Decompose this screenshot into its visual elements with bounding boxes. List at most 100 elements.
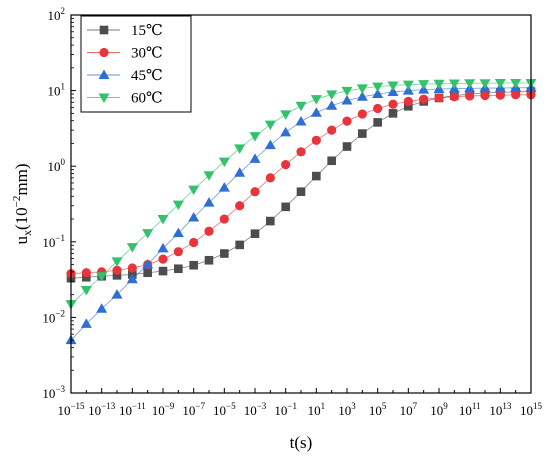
data-point (356, 91, 368, 101)
data-point (218, 157, 230, 168)
data-point (495, 90, 505, 100)
data-point (387, 86, 399, 96)
y-axis-title-sub: x (20, 230, 34, 236)
legend-swatch-marker (98, 69, 110, 79)
data-point (310, 95, 322, 105)
data-point (218, 182, 230, 192)
x-tick-label: 101 (308, 401, 326, 418)
y-tick-label: 10−3 (42, 384, 65, 401)
x-tick-base: 10 (459, 403, 472, 418)
data-point (511, 90, 521, 100)
y-tick-label: 10−2 (42, 308, 65, 325)
data-point (265, 173, 275, 183)
x-tick-label: 10−9 (152, 401, 175, 418)
x-tick-base: 10 (338, 403, 351, 418)
x-tick-exp: 11 (472, 401, 481, 411)
data-point (341, 86, 353, 97)
data-point (157, 242, 169, 253)
x-tick-base: 10 (430, 403, 443, 418)
data-point (404, 101, 413, 111)
data-point (295, 101, 307, 112)
data-point (264, 120, 276, 131)
legend-label: 45℃ (131, 68, 163, 84)
x-tick-exp: 13 (502, 401, 512, 411)
x-tick-base: 10 (520, 403, 533, 418)
y-tick-base: 10 (42, 386, 55, 401)
data-point (311, 135, 321, 145)
y-tick-exp: 1 (61, 82, 66, 92)
data-point (203, 171, 215, 181)
data-point (250, 187, 260, 197)
legend-label: 30℃ (131, 46, 163, 62)
data-point (112, 265, 122, 275)
y-tick-base: 10 (42, 235, 55, 250)
data-point (126, 273, 138, 284)
y-axis-title-unit-sup: −2 (11, 196, 23, 208)
x-tick-base: 10 (369, 403, 382, 418)
data-point (280, 126, 292, 137)
x-tick-exp: −13 (101, 401, 116, 411)
data-point (234, 167, 246, 177)
x-tick-base: 10 (182, 403, 195, 418)
x-axis: 10−15 10−13 10−11 10−9 10−7 10−5 10−3 10−1 101 10… (57, 388, 543, 418)
x-tick-exp: −15 (70, 401, 85, 411)
x-tick-label: 1011 (459, 401, 481, 418)
data-point (448, 79, 460, 90)
y-tick-label: 10−1 (42, 233, 65, 250)
y-axis-title-unit: (10 (12, 207, 31, 230)
data-point (372, 88, 384, 99)
x-tick-base: 10 (213, 403, 226, 418)
y-axis-title-main: u (12, 236, 31, 245)
x-tick-base: 10 (88, 403, 101, 418)
legend-label: 60℃ (131, 91, 163, 107)
y-tick-label: 100 (48, 157, 66, 174)
x-tick-exp: 5 (382, 401, 387, 411)
x-tick-base: 10 (152, 403, 165, 418)
data-point (326, 90, 338, 100)
x-tick-label: 107 (400, 401, 418, 418)
data-point (312, 171, 321, 181)
y-tick-base: 10 (48, 84, 61, 99)
x-tick-base: 10 (308, 403, 321, 418)
series-line (70, 87, 531, 341)
data-point (189, 237, 199, 248)
data-point (510, 79, 522, 89)
data-point (327, 156, 336, 166)
x-tick-exp: −3 (257, 401, 267, 411)
data-point (173, 247, 183, 257)
y-tick-base: 10 (48, 159, 61, 174)
data-point (434, 93, 444, 103)
x-tick-label: 105 (369, 401, 387, 418)
data-point (402, 80, 414, 91)
x-tick-label: 109 (430, 401, 448, 418)
x-tick-base: 10 (274, 403, 287, 418)
data-point (112, 271, 122, 280)
y-tick-exp: 2 (61, 6, 66, 16)
x-tick-label: 103 (338, 401, 356, 418)
x-tick-label: 10−3 (244, 401, 267, 418)
data-point (189, 260, 198, 270)
x-tick-exp: −5 (226, 401, 236, 411)
legend-label: 15℃ (131, 23, 163, 39)
data-point (126, 243, 138, 253)
data-point (204, 226, 214, 236)
data-point (341, 94, 353, 105)
x-tick-exp: −1 (287, 401, 297, 411)
x-tick-label: 1015 (520, 401, 543, 418)
data-point (418, 80, 430, 90)
y-tick-label: 101 (48, 82, 66, 99)
data-point (220, 249, 229, 258)
y-tick-exp: −1 (55, 233, 65, 243)
data-point (142, 259, 154, 269)
data-point (356, 84, 368, 94)
data-point (250, 229, 260, 238)
data-point (358, 129, 367, 138)
data-point (111, 289, 123, 299)
data-point (188, 211, 200, 222)
data-point (142, 229, 154, 239)
data-point (127, 263, 137, 273)
legend-box (80, 15, 192, 113)
data-point (387, 81, 399, 91)
